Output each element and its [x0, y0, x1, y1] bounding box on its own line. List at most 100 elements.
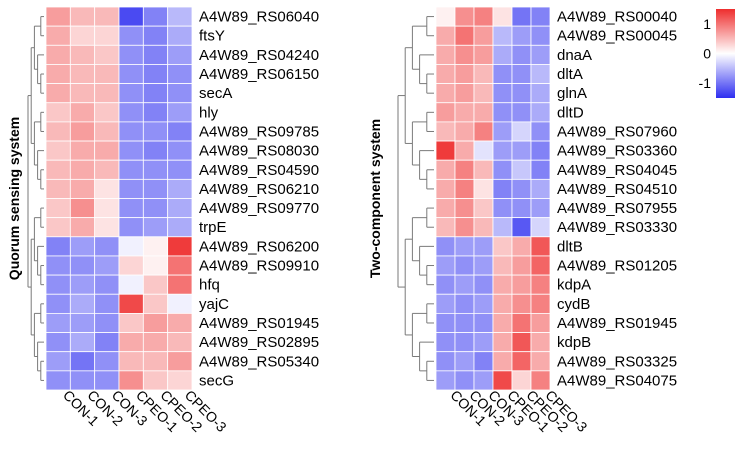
heatmap-cell: [94, 64, 120, 84]
heatmap-cell: [473, 25, 494, 46]
heatmap-cell: [492, 102, 513, 123]
heatmap-cell: [473, 217, 494, 238]
heatmap-cell: [492, 121, 513, 142]
heatmap-cell: [530, 178, 551, 199]
heatmap-cell: [167, 25, 193, 46]
two-component-heatmap: Two-component system A4W89_RS00040 A4W89_R…: [367, 6, 677, 435]
heatmap-cell: [69, 159, 96, 180]
heatmap-cell: [435, 6, 456, 27]
heatmap-cell: [45, 293, 71, 314]
heatmap-cell: [69, 332, 96, 353]
row-label: A4W89_RS08030: [199, 143, 319, 160]
heatmap-cell: [492, 44, 513, 65]
heatmap-cell: [118, 236, 144, 257]
heatmap-cell: [94, 159, 120, 180]
heatmap-cell: [511, 64, 532, 84]
heatmap-cell: [492, 217, 513, 238]
heatmap-cell: [94, 370, 120, 391]
heatmap-cell: [454, 312, 475, 333]
heatmap-cell: [142, 312, 169, 333]
heatmap-cell: [94, 25, 120, 46]
heatmap-cell: [435, 274, 456, 295]
heatmap-cell: [167, 83, 193, 104]
heatmap-cell: [45, 25, 71, 46]
heatmap-cell: [45, 121, 71, 142]
heatmap-cell: [435, 159, 456, 180]
legend-tick-label: -1: [699, 75, 712, 91]
legend-tick-label: 1: [703, 16, 711, 32]
row-label: A4W89_RS00045: [557, 28, 677, 45]
heatmap-cell: [435, 178, 456, 199]
heatmap-cell: [94, 236, 120, 257]
heatmap-cell: [45, 83, 71, 104]
heatmap-cell: [142, 198, 169, 219]
heatmap-cell: [492, 159, 513, 180]
heatmap-cell: [435, 370, 456, 391]
row-label: secA: [199, 85, 232, 102]
row-label: A4W89_RS06150: [199, 66, 319, 83]
row-label: A4W89_RS04590: [199, 162, 319, 179]
row-label: A4W89_RS07955: [557, 200, 677, 217]
row-label: dnaA: [557, 47, 592, 64]
row-label: A4W89_RS04075: [557, 372, 677, 389]
row-label: A4W89_RS06200: [199, 238, 319, 255]
heatmap-cell: [530, 159, 551, 180]
heatmap-cell: [142, 159, 169, 180]
heatmap-cell: [45, 351, 71, 372]
row-label: hly: [199, 104, 219, 121]
heatmap-cell: [454, 236, 475, 257]
row-label: A4W89_RS04240: [199, 47, 319, 64]
heatmap-cell: [454, 255, 475, 276]
heatmap-cell: [69, 198, 96, 219]
heatmap-cell: [473, 332, 494, 353]
heatmap-cell: [511, 217, 532, 238]
heatmap-cell: [142, 217, 169, 238]
heatmap-cell: [45, 236, 71, 257]
heatmap-cell: [45, 255, 71, 276]
heatmap-cell: [473, 293, 494, 314]
heatmap-cell: [473, 274, 494, 295]
heatmap-cell: [118, 64, 144, 84]
heatmap-cell: [435, 25, 456, 46]
heatmap-cell: [473, 83, 494, 104]
heatmap-cell: [167, 293, 193, 314]
heatmap-cell: [142, 351, 169, 372]
heatmap-cell: [492, 6, 513, 27]
row-label: trpE: [199, 219, 227, 236]
heatmap-cell: [118, 83, 144, 104]
row-label: ftsY: [199, 28, 225, 45]
heatmap-cell: [118, 159, 144, 180]
row-label: cydB: [557, 296, 590, 313]
heatmap-cell: [167, 44, 193, 65]
heatmap-cell: [94, 293, 120, 314]
heatmap-cell: [530, 370, 551, 391]
heatmap-cell: [94, 121, 120, 142]
heatmap-cell: [435, 44, 456, 65]
heatmap-cell: [69, 217, 96, 238]
heatmap-cell: [167, 198, 193, 219]
row-dendrogram: [397, 16, 434, 381]
heatmap-cell: [530, 25, 551, 46]
heatmap-cell: [167, 255, 193, 276]
heatmap-cell: [435, 198, 456, 219]
row-label: kdpB: [557, 334, 591, 351]
row-label: glnA: [557, 85, 587, 102]
heatmap-cell: [435, 64, 456, 84]
heatmap-cell: [69, 140, 96, 161]
heatmap-cell: [118, 255, 144, 276]
heatmap-cell: [492, 274, 513, 295]
heatmap-cell: [69, 44, 96, 65]
row-dendrogram: [27, 16, 44, 381]
heatmap-cell: [530, 83, 551, 104]
heatmap-cell: [435, 83, 456, 104]
heatmap-cell: [454, 178, 475, 199]
heatmap-cell: [473, 102, 494, 123]
heatmap-cell: [142, 332, 169, 353]
heatmap-cell: [454, 198, 475, 219]
heatmap-cell: [118, 44, 144, 65]
row-label: A4W89_RS01945: [557, 315, 677, 332]
heatmap-cell: [142, 370, 169, 391]
heatmap-cell: [118, 370, 144, 391]
heatmap-cell: [45, 178, 71, 199]
heatmap-cell: [473, 6, 494, 27]
